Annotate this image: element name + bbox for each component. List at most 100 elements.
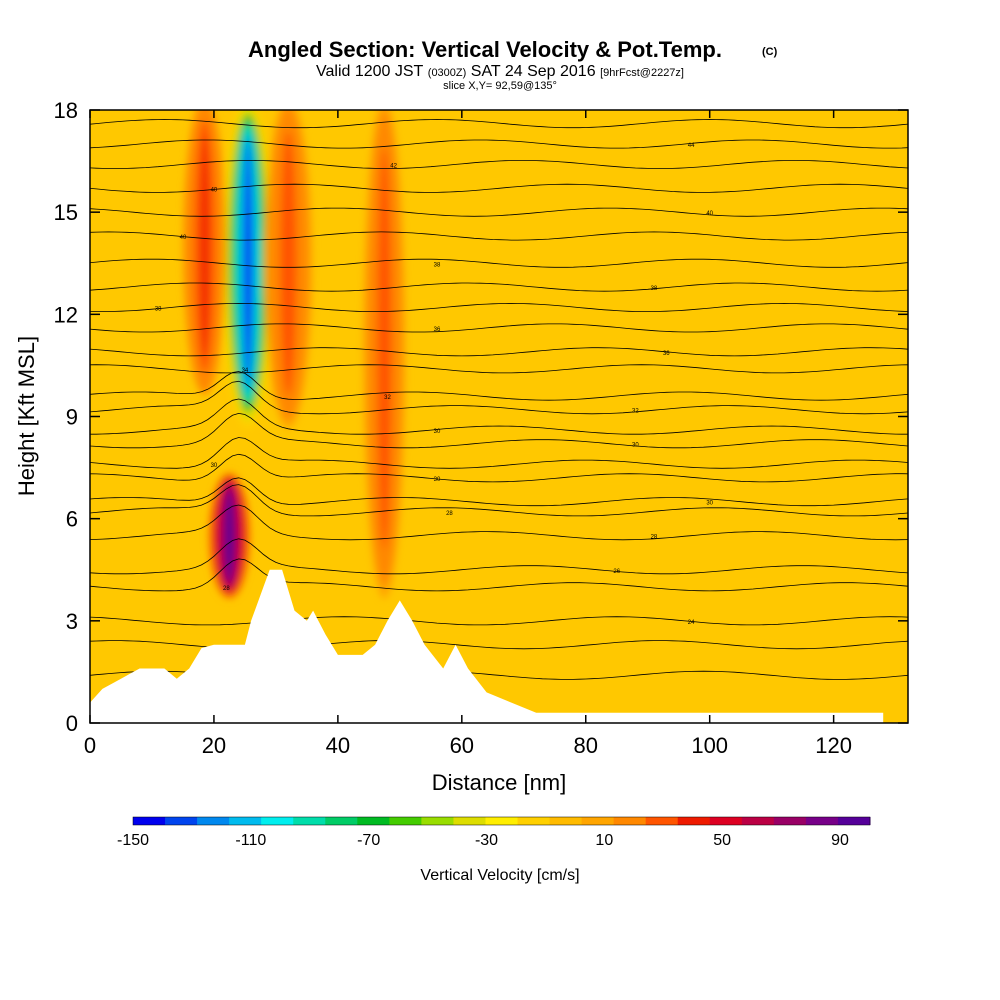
colorbar [132,816,871,826]
isentrope [90,398,908,435]
x-tick-label: 120 [815,733,852,758]
plume-4-band [284,139,293,388]
plume-1-band [225,488,233,584]
isentrope-label: 32 [632,409,639,415]
plume-3-band [380,160,388,537]
y-tick-label: 6 [66,507,78,532]
y-axis-label: Height [Kft MSL] [14,336,39,496]
colorbar-swatch [261,817,294,825]
slice-label: slice X,Y= 92,59@135° [443,80,557,92]
isentrope [90,139,908,149]
isentrope [90,258,908,268]
isentrope [90,484,908,517]
isentrope [90,538,908,575]
colorbar-tick-label: -150 [117,832,149,849]
colorbar-swatch [517,817,551,825]
isentrope-label: 36 [663,351,670,357]
colorbar-swatch [133,817,166,825]
colorbar-tick-label: -110 [235,832,266,849]
isentrope-label: 24 [688,620,695,626]
isentrope-label: 40 [211,187,218,193]
chart-subtitle: Valid 1200 JST (0300Z) SAT 24 Sep 2016 [… [316,63,684,80]
isentrope [90,616,908,626]
isentrope-label: 32 [384,395,391,401]
isentrope-label: 30 [706,501,713,507]
colorbar-tick-label: -70 [357,832,380,849]
isentrope [90,453,908,483]
isentrope [90,437,908,469]
isentrope-label: 44 [688,143,695,149]
colorbar-swatch [837,817,871,825]
colorbar-swatch [709,817,743,825]
isentrope-label: 30 [632,443,639,449]
y-tick-label: 3 [66,609,78,634]
isentrope-label: 38 [155,307,162,313]
isentrope-label: 38 [434,262,441,268]
chart-title: Angled Section: Vertical Velocity & Pot.… [248,37,722,62]
terrain [90,569,884,723]
colorbar-swatch [645,817,679,825]
isentrope [90,477,908,507]
colorbar-swatch [229,817,262,825]
isentrope [90,371,908,401]
colorbar-swatch [165,817,198,825]
isentrope [90,558,908,592]
colorbar-swatch [197,817,230,825]
isentrope-label: 28 [446,511,453,517]
colorbar-swatch [677,817,711,825]
isentrope-label: 28 [651,535,658,541]
colorbar-swatch [485,817,519,825]
isentrope-label: 38 [651,286,658,292]
colorbar-swatch [389,817,422,825]
isentrope-label: 40 [706,211,713,217]
plume-2-band [201,135,209,358]
x-tick-label: 80 [574,733,598,758]
x-axis-label: Distance [nm] [432,770,567,795]
x-tick-label: 100 [691,733,728,758]
isentrope-label: 30 [434,429,441,435]
isentrope [90,119,908,129]
y-tick-label: 0 [66,711,78,736]
colorbar-swatch [293,817,326,825]
isentrope-label: 30 [434,477,441,483]
isentrope [90,207,908,217]
colorbar-swatch [421,817,454,825]
colorbar-swatch [773,817,807,825]
colorbar-ticks: -150 -110 -70 -30 10 50 90 [117,832,849,849]
colorbar-swatch [805,817,839,825]
y-tick-label: 15 [54,200,78,225]
colorbar-swatch [325,817,358,825]
colorbar-label: Vertical Velocity [cm/s] [420,867,579,884]
isentrope [90,231,908,241]
isentrope [90,412,908,449]
x-tick-label: 0 [84,733,96,758]
plot-area: 24 28 26 28 28 30 30 30 30 30 32 32 34 36 36 38 38 38 40 40… [90,110,908,723]
colorbar-tick-label: 10 [595,832,613,849]
isentrope-label: 40 [180,235,187,241]
isentrope-label: 28 [223,586,230,592]
isentrope-label: 26 [613,569,620,575]
isentrope [90,282,908,292]
x-tick-label: 40 [326,733,350,758]
isentrope [90,183,908,193]
isentrope-label: 42 [390,163,397,169]
x-axis: 0 20 40 60 80 100 120 [84,110,852,758]
isentrope [90,160,908,170]
colorbar-swatch [613,817,647,825]
isentrope [90,302,908,312]
chart-title-units: (C) [762,46,778,58]
plume-0-band [243,139,253,388]
isentrope [90,380,908,415]
x-tick-label: 20 [202,733,226,758]
isentrope-label: 30 [211,463,218,469]
isentropes: 24 28 26 28 28 30 30 30 30 30 32 32 34 36 36 38 38 38 40 40… [90,119,908,680]
isentrope [90,364,908,374]
colorbar-swatch [357,817,390,825]
colorbar-tick-label: 50 [713,832,731,849]
colorbar-tick-label: 90 [831,832,849,849]
y-tick-label: 12 [54,302,78,327]
isentrope-label: 36 [434,327,441,333]
isentrope [90,347,908,357]
